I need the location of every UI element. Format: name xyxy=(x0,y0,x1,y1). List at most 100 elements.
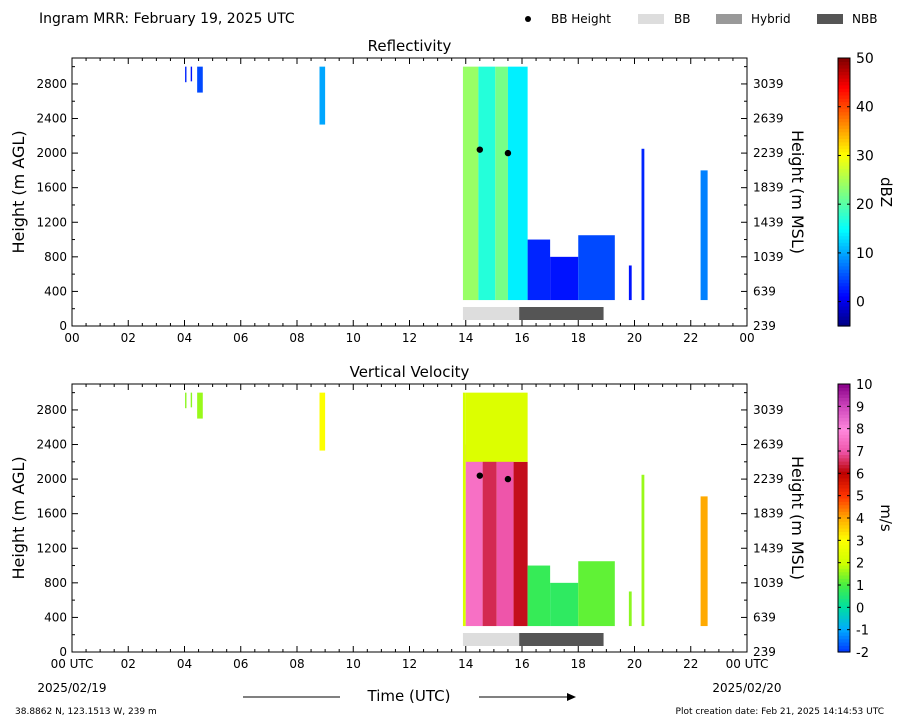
colorbar-segment xyxy=(838,457,850,462)
figure-legend: BB Height BB Hybrid NBB xyxy=(525,12,877,26)
colorbar-segment xyxy=(838,202,850,206)
start-date-label: 2025/02/19 xyxy=(37,681,106,695)
colorbar-segment xyxy=(838,151,850,156)
y2-tick-label: 1839 xyxy=(753,507,784,521)
colorbar-segment xyxy=(838,175,850,180)
colorbar-segment xyxy=(838,131,850,136)
echo-column xyxy=(190,66,193,82)
colorbar-segment xyxy=(838,185,850,190)
colorbar-segment xyxy=(838,574,850,579)
colorbar-segment xyxy=(838,138,850,143)
echo-column xyxy=(578,235,615,301)
colorbar-segment xyxy=(838,464,850,469)
colorbar-segment xyxy=(838,524,850,529)
colorbar-segment xyxy=(838,424,850,429)
colorbar-segment xyxy=(838,625,850,630)
colorbar-tick-label: 8 xyxy=(856,423,864,438)
colorbar-segment xyxy=(838,521,850,526)
legend-box-swatch xyxy=(716,14,742,24)
colorbar-segment xyxy=(838,145,850,150)
colorbar-segment xyxy=(838,188,850,193)
echo-column xyxy=(700,496,708,627)
colorbar-segment xyxy=(838,437,850,442)
bb-height-point xyxy=(476,146,484,153)
colorbar-segment xyxy=(838,481,850,486)
colorbar-segment xyxy=(838,238,850,243)
colorbar-segment xyxy=(838,601,850,606)
colorbar-segment xyxy=(838,454,850,459)
echo-column xyxy=(482,453,497,627)
legend-label: BB xyxy=(674,12,690,26)
colorbar-segment xyxy=(838,474,850,479)
legend-label: NBB xyxy=(852,12,877,26)
colorbar-segment xyxy=(838,467,850,472)
colorbar-segment xyxy=(838,289,850,294)
colorbar-segment xyxy=(838,410,850,415)
colorbar-segment xyxy=(838,387,850,392)
y-tick-label: 0 xyxy=(59,319,67,333)
colorbar-segment xyxy=(838,128,850,133)
colorbar-tick-label: 0 xyxy=(856,601,864,616)
colorbar-tick-label: 5 xyxy=(856,490,864,505)
colorbar-segment xyxy=(838,511,850,516)
colorbar-segment xyxy=(838,228,850,233)
echo-column xyxy=(185,66,187,83)
bb-type-bar xyxy=(462,633,604,646)
legend-item-hybrid: Hybrid xyxy=(716,12,791,26)
colorbar-segment xyxy=(838,74,850,79)
colorbar-segment xyxy=(838,181,850,186)
x-tick-label: 16 xyxy=(514,331,529,345)
location-label: 38.8862 N, 123.1513 W, 239 m xyxy=(15,707,157,717)
colorbar-segment xyxy=(838,272,850,277)
colorbar-tick-label: 10 xyxy=(856,378,873,393)
colorbar-segment xyxy=(838,461,850,465)
x-tick-label: 00 UTC xyxy=(51,657,94,671)
y-tick-label: 800 xyxy=(44,576,67,590)
colorbar-segment xyxy=(838,631,850,636)
x-tick-label: 18 xyxy=(571,657,586,671)
colorbar-segment xyxy=(838,68,850,72)
x-tick-label: 00 xyxy=(739,331,754,345)
legend-label: BB Height xyxy=(551,12,611,26)
colorbar-segment xyxy=(838,544,850,549)
colorbar-segment xyxy=(838,98,850,103)
colorbar-segment xyxy=(838,581,850,586)
colorbar-segment xyxy=(838,299,850,304)
colorbar-segment xyxy=(838,591,850,596)
echo-column xyxy=(513,461,528,627)
colorbar-segment xyxy=(838,155,850,160)
plot-frame xyxy=(71,383,748,653)
legend-dot-swatch xyxy=(525,16,531,22)
colorbar-segment xyxy=(838,275,850,280)
bb-height-point xyxy=(504,149,512,157)
legend-item-bb-height: BB Height xyxy=(525,12,611,26)
bb-type-segment xyxy=(519,633,604,646)
colorbar-segment xyxy=(838,608,850,613)
y-tick-label: 2000 xyxy=(36,146,67,160)
colorbar-segment xyxy=(838,558,850,563)
panel-title: Reflectivity xyxy=(368,37,452,55)
x-tick-label: 22 xyxy=(683,331,698,345)
y2-tick-label: 2239 xyxy=(753,146,784,160)
colorbar-segment xyxy=(838,58,850,62)
colorbar-segment xyxy=(838,598,850,603)
y2-tick-label: 239 xyxy=(753,319,776,333)
colorbar-segment xyxy=(838,504,850,509)
end-date-label: 2025/02/20 xyxy=(712,681,781,695)
echo-column xyxy=(527,239,551,301)
colorbar-segment xyxy=(838,108,850,113)
colorbar-segment xyxy=(838,232,850,237)
echo-column xyxy=(641,148,645,301)
colorbar-segment xyxy=(838,531,850,536)
colorbar-segment xyxy=(838,414,850,419)
colorbar-segment xyxy=(838,178,850,183)
y2-tick-label: 3039 xyxy=(753,77,784,91)
colorbar-segment xyxy=(838,571,850,576)
echo-column xyxy=(527,565,551,627)
colorbar-tick-label: 10 xyxy=(856,246,874,262)
y-axis-label: Height (m AGL) xyxy=(9,130,28,253)
colorbar-segment xyxy=(838,621,850,626)
x-tick-label: 06 xyxy=(233,657,248,671)
colorbar-segment xyxy=(838,322,850,327)
colorbar-segment xyxy=(838,215,850,220)
